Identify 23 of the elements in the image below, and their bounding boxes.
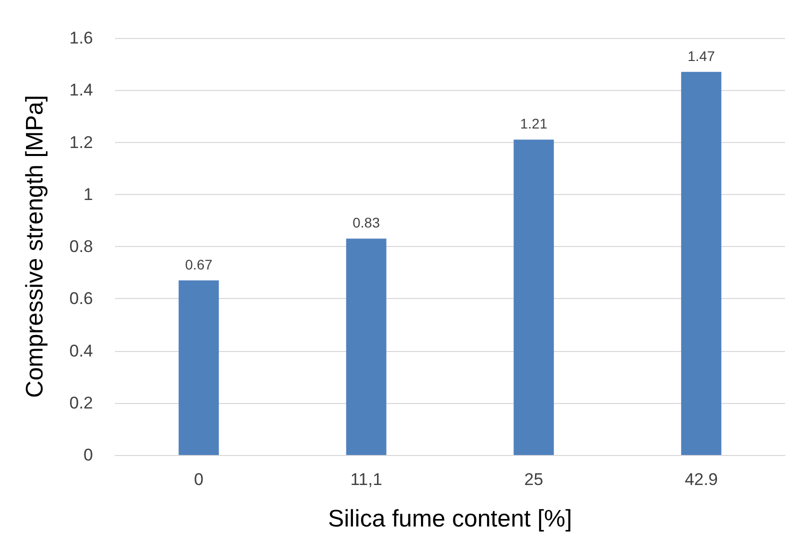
data-label: 0.67 (185, 256, 213, 272)
bar (346, 238, 386, 455)
bar (514, 140, 554, 455)
data-label: 0.83 (352, 214, 380, 231)
data-label: 1.47 (688, 48, 716, 64)
y-tick-label: 1.6 (69, 28, 93, 48)
x-tick-label: 0 (194, 470, 204, 489)
bar (178, 280, 219, 455)
bar (681, 72, 722, 455)
data-label: 1.21 (520, 116, 548, 132)
y-tick-label: 1 (84, 184, 93, 204)
y-tick-label: 0.4 (69, 341, 93, 360)
x-tick-label: 25 (524, 470, 544, 489)
x-tick-label: 11,1 (350, 470, 382, 489)
y-tick-label: 0.6 (69, 289, 93, 308)
y-tick-label: 1.4 (69, 80, 93, 100)
y-tick-label: 0 (84, 446, 93, 464)
x-axis-title: Silica fume content [%] (328, 506, 572, 532)
y-tick-label: 1.2 (69, 132, 93, 152)
x-tick-label: 42.9 (684, 470, 718, 489)
y-axis-title: Compressive strength [MPa] (22, 95, 48, 398)
y-tick-label: 0.2 (69, 393, 93, 412)
y-tick-label: 0.8 (69, 237, 93, 256)
